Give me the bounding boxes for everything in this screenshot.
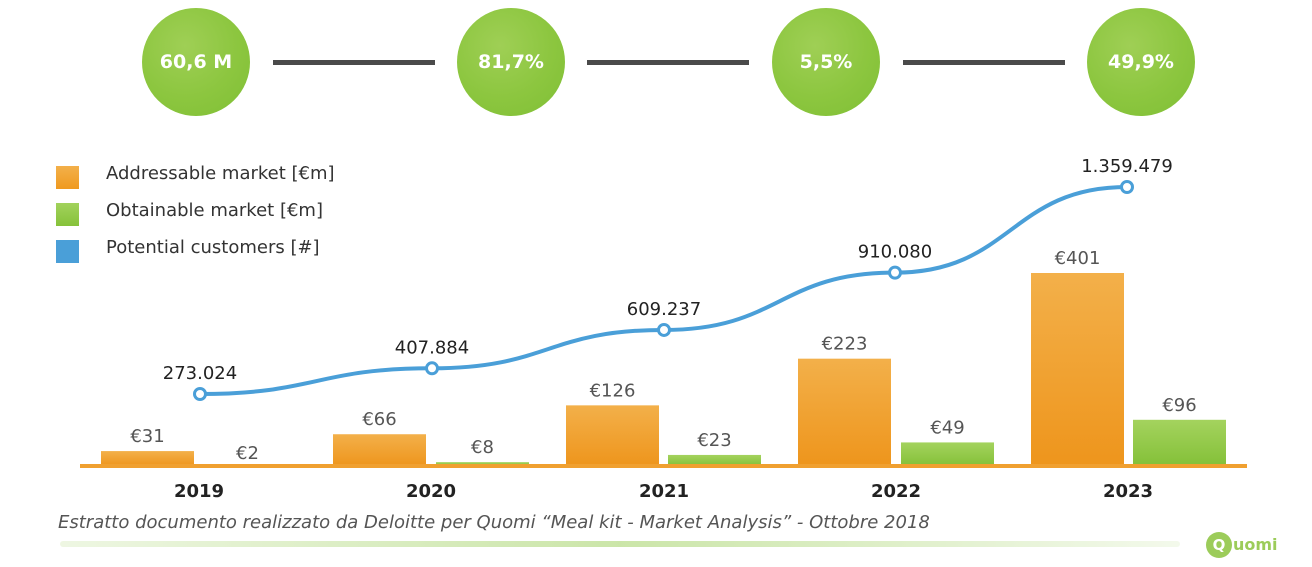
kpi-circle: 60,6 M <box>142 8 250 116</box>
data-label-customers: 407.884 <box>395 337 469 358</box>
point-potential-customers <box>657 322 671 337</box>
legend-label: Potential customers [#] <box>106 237 320 258</box>
bar-obtainable <box>668 454 761 466</box>
line-potential-customers <box>199 185 1128 396</box>
market-chart: €31 €66 €126 €223 €401 €2 €8 €23 €49 €96 2019 2020 2… <box>80 156 1247 502</box>
point-potential-customers <box>1120 180 1134 194</box>
quomi-logo-icon: Q <box>1206 532 1232 558</box>
point-potential-customers <box>888 265 902 280</box>
bar-addressable <box>566 405 659 466</box>
data-label-addressable: €66 <box>362 409 396 430</box>
kpi-value: 49,9% <box>1108 51 1174 73</box>
legend-swatch <box>56 166 79 189</box>
x-tick-label: 2022 <box>871 481 921 502</box>
data-label-customers: 273.024 <box>163 363 237 384</box>
data-label-obtainable: €49 <box>930 417 964 438</box>
bar-addressable <box>1031 273 1124 466</box>
quomi-logo-text: uomi <box>1233 535 1278 554</box>
bar-obtainable <box>1133 419 1226 466</box>
bar-addressable <box>798 358 891 466</box>
legend-label: Obtainable market [€m] <box>106 200 323 221</box>
kpi-circle: 81,7% <box>457 8 565 116</box>
kpi-row: 60,6 M 81,7% 5,5% 49,9% <box>0 0 1312 125</box>
legend-label: Addressable market [€m] <box>106 163 335 184</box>
x-tick-label: 2019 <box>174 481 224 502</box>
x-axis-baseline <box>80 464 1247 468</box>
data-label-obtainable: €2 <box>236 443 259 464</box>
data-label-obtainable: €8 <box>471 437 494 458</box>
kpi-connector <box>903 60 1065 65</box>
data-label-customers: 1.359.479 <box>1081 156 1173 177</box>
kpi-value: 60,6 M <box>159 51 233 73</box>
kpi-value: 5,5% <box>799 51 853 73</box>
bar-addressable <box>101 451 194 466</box>
bar-obtainable <box>901 442 994 466</box>
data-label-obtainable: €96 <box>1162 395 1196 416</box>
source-caption: Estratto documento realizzato da Deloitt… <box>58 512 930 533</box>
caption-underline <box>60 541 1180 547</box>
x-tick-label: 2020 <box>406 481 456 502</box>
x-tick-label: 2023 <box>1103 481 1153 502</box>
data-label-obtainable: €23 <box>697 430 731 451</box>
data-label-addressable: €31 <box>130 426 164 447</box>
legend-swatch <box>56 240 79 263</box>
kpi-circle: 49,9% <box>1087 8 1195 116</box>
point-potential-customers <box>193 387 207 401</box>
data-label-addressable: €126 <box>590 380 636 401</box>
data-label-customers: 910.080 <box>858 242 932 263</box>
kpi-connector <box>587 60 749 65</box>
kpi-connector <box>273 60 435 65</box>
logo-mark: Q <box>1212 536 1226 554</box>
data-label-addressable: €401 <box>1055 248 1101 269</box>
kpi-circle: 5,5% <box>772 8 880 116</box>
kpi-value: 81,7% <box>478 51 544 73</box>
point-potential-customers <box>425 361 439 376</box>
data-label-customers: 609.237 <box>627 299 701 320</box>
bar-addressable <box>333 434 426 466</box>
data-label-addressable: €223 <box>822 334 868 355</box>
x-tick-label: 2021 <box>639 481 689 502</box>
legend-swatch <box>56 203 79 226</box>
